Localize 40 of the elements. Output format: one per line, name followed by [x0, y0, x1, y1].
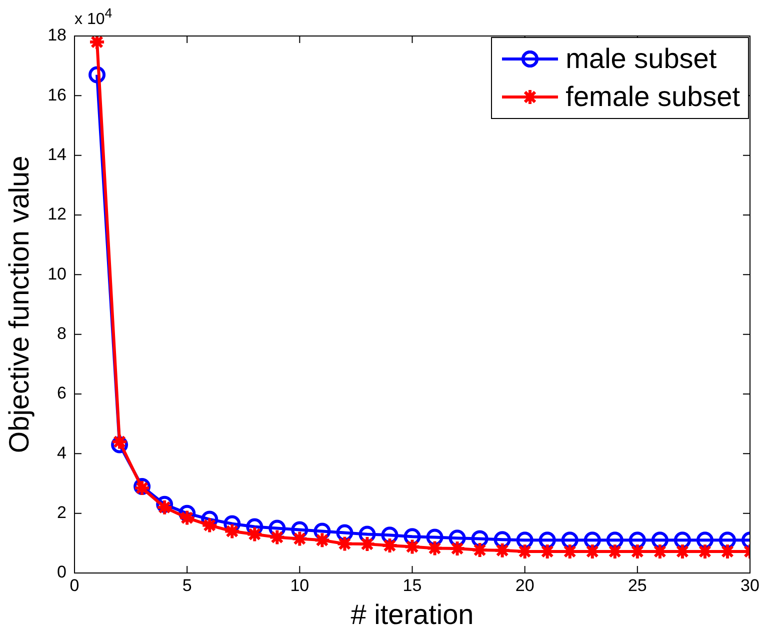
y-tick-label: 6 — [57, 384, 67, 403]
y-tick-label: 0 — [57, 562, 67, 582]
y-tick-label: 4 — [57, 443, 67, 462]
y-tick-label: 12 — [48, 204, 67, 224]
point — [404, 538, 421, 556]
x-tick-label: 30 — [740, 576, 760, 595]
y-tick-label: 8 — [57, 324, 67, 344]
x-tick-label: 10 — [290, 576, 310, 595]
x-tick-label: 0 — [70, 576, 80, 595]
x-tick-label: 5 — [182, 576, 192, 595]
y-tick-label: 14 — [48, 145, 67, 164]
point — [494, 542, 511, 559]
legend-label: male subset — [566, 42, 717, 76]
point — [156, 498, 174, 516]
point — [448, 540, 466, 558]
point — [111, 433, 128, 450]
point — [178, 509, 196, 526]
point — [291, 530, 308, 548]
point — [336, 535, 354, 552]
x-tick-label: 15 — [402, 576, 422, 595]
y-tick-label: 16 — [48, 85, 67, 104]
point — [358, 536, 376, 553]
legend-label: female subset — [566, 80, 740, 114]
point — [268, 528, 286, 546]
point — [314, 532, 331, 549]
point — [426, 540, 444, 557]
y-tick-label: 10 — [48, 264, 67, 284]
point — [88, 36, 106, 50]
text: x 10$^{4}$ — [74, 6, 112, 28]
y-axis-title: Objective function value — [4, 156, 35, 454]
point — [224, 522, 241, 540]
point — [201, 516, 218, 534]
x-tick-label: 25 — [628, 576, 647, 595]
y-tick-label: 2 — [57, 503, 67, 522]
point — [471, 542, 488, 559]
x-axis-title: # iteration — [350, 598, 474, 630]
y-tick-label: 18 — [48, 26, 67, 45]
x-tick-label: 20 — [515, 576, 534, 595]
point — [246, 526, 264, 543]
point — [381, 537, 398, 554]
